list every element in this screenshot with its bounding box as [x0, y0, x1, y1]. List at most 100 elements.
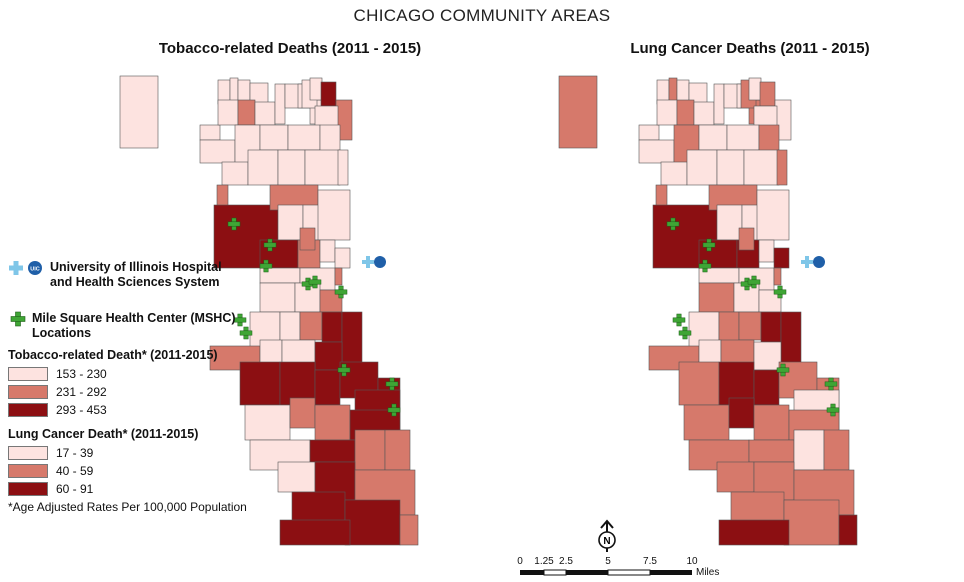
uic-hospital-icon	[798, 254, 826, 270]
legend-swatch	[8, 482, 48, 496]
community-area	[823, 429, 850, 471]
community-area	[221, 161, 249, 186]
community-area	[753, 369, 780, 406]
scale-bar-graphic	[520, 569, 692, 576]
community-area	[676, 99, 695, 126]
mshc-location-icon	[702, 238, 716, 252]
community-area	[668, 77, 678, 102]
community-area	[718, 519, 790, 546]
community-area	[756, 189, 790, 241]
community-area	[716, 461, 755, 493]
mshc-location-icon	[672, 313, 686, 327]
community-area	[287, 124, 321, 151]
community-area	[341, 311, 363, 371]
legend-swatch	[8, 403, 48, 417]
community-area	[277, 149, 306, 186]
community-area	[199, 124, 221, 141]
community-area	[319, 124, 341, 153]
community-area	[317, 189, 351, 241]
community-area	[247, 149, 279, 186]
uic-icon: UIC	[9, 261, 42, 275]
tobacco-legend-row: 293 - 453	[8, 402, 107, 418]
community-area	[678, 361, 720, 406]
lung-legend-title: Lung Cancer Death* (2011-2015)	[8, 427, 199, 441]
mshc-location-icon	[233, 313, 247, 327]
legend-swatch	[8, 464, 48, 478]
legend-label: 60 - 91	[56, 482, 94, 496]
mshc-location-icon	[773, 285, 787, 299]
legend-label: 40 - 59	[56, 464, 94, 478]
community-area	[254, 101, 276, 126]
community-area	[199, 139, 236, 164]
legend-swatch	[8, 446, 48, 460]
community-area	[119, 75, 159, 149]
community-area	[716, 204, 743, 241]
mshc-location-icon	[666, 217, 680, 231]
tobacco-legend-row: 231 - 292	[8, 384, 107, 400]
community-area	[698, 124, 728, 151]
community-area	[274, 83, 286, 125]
mshc-location-icon	[259, 259, 273, 273]
scale-tick-label: 0	[517, 556, 523, 567]
uic-badge-text: UIC	[30, 267, 40, 273]
legend-label: 231 - 292	[56, 385, 107, 399]
community-area	[354, 429, 386, 471]
mshc-location-icon	[826, 403, 840, 417]
community-area	[656, 99, 678, 126]
community-area	[759, 81, 776, 107]
community-area	[728, 397, 755, 429]
community-area	[698, 282, 735, 313]
community-area	[277, 204, 304, 241]
tobacco-map-title: Tobacco-related Deaths (2011 - 2015)	[158, 40, 422, 57]
community-area	[337, 149, 349, 186]
community-area	[279, 519, 351, 546]
community-area	[753, 404, 790, 441]
legend-label: 153 - 230	[56, 367, 107, 381]
lung-legend-row: 60 - 91	[8, 481, 93, 497]
community-area	[334, 267, 343, 286]
scale-unit: Miles	[696, 567, 720, 578]
mshc-location-icon	[227, 217, 241, 231]
community-area	[259, 124, 289, 151]
mshc-location-icon	[698, 259, 712, 273]
community-area	[738, 227, 755, 251]
mshc-location-icon	[387, 403, 401, 417]
community-area	[334, 247, 351, 269]
community-area	[773, 267, 782, 286]
legend-label: 17 - 39	[56, 446, 94, 460]
community-area	[748, 77, 762, 101]
community-area	[259, 282, 296, 313]
lung-map-title: Lung Cancer Deaths (2011 - 2015)	[630, 40, 870, 57]
community-area	[793, 429, 825, 471]
community-area	[758, 239, 775, 263]
community-area	[299, 311, 323, 341]
scale-tick-label: 1.25	[534, 556, 554, 567]
community-area	[726, 124, 760, 151]
uic-label-line2: and Health Sciences System	[50, 275, 220, 289]
mshc-location-icon	[776, 363, 790, 377]
community-area	[277, 461, 316, 493]
scale-tick-label: 5	[605, 556, 611, 567]
community-area	[683, 404, 730, 441]
community-area	[686, 149, 718, 186]
community-area	[289, 397, 316, 429]
main-title: CHICAGO COMMUNITY AREAS	[353, 6, 611, 25]
community-area	[760, 311, 782, 343]
community-area	[314, 341, 343, 371]
community-area	[309, 439, 356, 463]
community-area	[738, 311, 762, 341]
community-area	[304, 149, 341, 186]
community-area	[384, 429, 411, 471]
lung-legend: Lung Cancer Death* (2011-2015) 17 - 39 4…	[8, 427, 248, 497]
community-area	[237, 99, 256, 126]
community-area	[743, 149, 780, 186]
community-area	[299, 227, 316, 251]
mshc-label-line1: Mile Square Health Center (MSHC)	[32, 311, 236, 325]
community-area	[713, 83, 725, 125]
community-area	[229, 77, 239, 102]
mshc-location-icon	[239, 326, 253, 340]
plus-icon	[10, 311, 26, 327]
community-area	[638, 124, 660, 141]
tobacco-legend: Tobacco-related Death* (2011-2015) 153 -…	[8, 348, 248, 418]
